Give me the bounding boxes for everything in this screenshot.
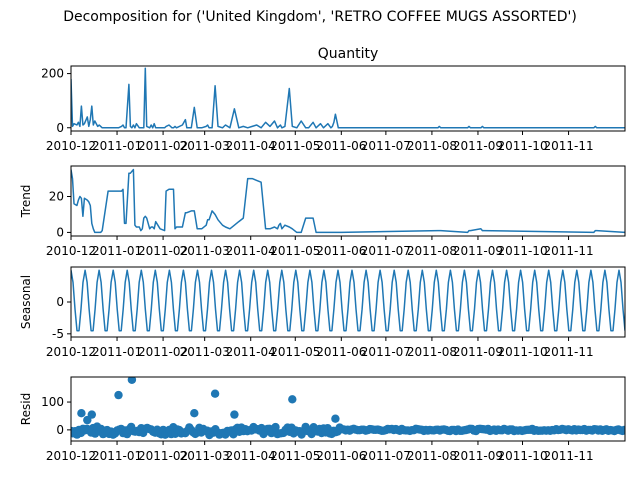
x-tick-label: 2011-04 bbox=[226, 345, 276, 359]
x-tick-label: 2011-09 bbox=[453, 244, 503, 258]
x-tick-label: 2011-10 bbox=[497, 244, 547, 258]
x-tick-label: 2011-10 bbox=[497, 345, 547, 359]
x-tick-label: 2011-07 bbox=[361, 139, 411, 153]
x-tick-label: 2011-01 bbox=[92, 449, 142, 463]
resid-point bbox=[271, 422, 280, 432]
x-tick-label: 2011-08 bbox=[407, 244, 457, 258]
x-tick-label: 2011-06 bbox=[316, 345, 366, 359]
axes-frame bbox=[70, 165, 626, 237]
x-tick-label: 2011-06 bbox=[316, 244, 366, 258]
x-tick-label: 2011-05 bbox=[270, 449, 320, 463]
x-tick-label: 2011-04 bbox=[226, 139, 276, 153]
x-tick-label: 2011-05 bbox=[270, 244, 320, 258]
y-tick-label: 0 bbox=[56, 423, 64, 437]
x-tick-label: 2011-01 bbox=[92, 244, 142, 258]
x-tick-label: 2011-08 bbox=[407, 139, 457, 153]
panel-title: Quantity bbox=[318, 46, 379, 62]
x-tick-label: 2010-12 bbox=[46, 345, 96, 359]
y-axis-label: Resid bbox=[19, 393, 33, 425]
y-tick-label: 0 bbox=[56, 121, 64, 135]
plot-area bbox=[71, 269, 625, 332]
resid-outlier-point bbox=[114, 390, 123, 400]
x-tick-label: 2011-09 bbox=[453, 139, 503, 153]
resid-outlier-point bbox=[127, 377, 137, 384]
resid-outlier-point bbox=[77, 409, 86, 418]
axes-frame bbox=[70, 376, 626, 442]
axes-frame bbox=[70, 65, 626, 132]
trend-panel: Trend0202010-122011-012011-022011-032011… bbox=[19, 165, 626, 258]
x-tick-label: 2011-06 bbox=[316, 139, 366, 153]
resid-outlier-point bbox=[87, 410, 97, 419]
x-tick-label: 2011-05 bbox=[270, 345, 320, 359]
y-axis-label: Trend bbox=[19, 185, 33, 219]
x-tick-label: 2011-10 bbox=[497, 139, 547, 153]
plot-area bbox=[71, 67, 625, 129]
resid-outlier-point bbox=[288, 395, 297, 404]
x-tick-label: 2011-03 bbox=[180, 449, 230, 463]
quantity-panel: Quantity 0 200 2010-122011-012011-022011-03… bbox=[41, 46, 626, 153]
x-tick-label: 2011-11 bbox=[543, 139, 593, 153]
x-tick-label: 2011-07 bbox=[361, 449, 411, 463]
x-tick-label: 2010-12 bbox=[46, 244, 96, 258]
x-tick-label: 2011-01 bbox=[92, 345, 142, 359]
resid-outlier-point bbox=[190, 409, 199, 418]
x-tick-label: 2011-02 bbox=[138, 449, 188, 463]
x-tick-label: 2011-03 bbox=[180, 244, 230, 258]
seasonal-panel: Seasonal-502010-122011-012011-022011-032… bbox=[19, 266, 626, 359]
series-line bbox=[71, 168, 625, 234]
x-tick-label: 2011-09 bbox=[453, 345, 503, 359]
x-tick-label: 2011-09 bbox=[453, 449, 503, 463]
resid-panel: Resid01002010-122011-012011-022011-03201… bbox=[19, 376, 626, 463]
y-tick-label: 20 bbox=[49, 190, 64, 204]
x-tick-label: 2011-11 bbox=[543, 449, 593, 463]
resid-point bbox=[620, 425, 625, 435]
x-tick-label: 2011-08 bbox=[407, 345, 457, 359]
x-tick-label: 2011-06 bbox=[316, 449, 366, 463]
x-tick-label: 2011-04 bbox=[226, 244, 276, 258]
x-tick-label: 2011-02 bbox=[138, 244, 188, 258]
x-tick-label: 2011-07 bbox=[361, 345, 411, 359]
series-line bbox=[71, 67, 625, 129]
plot-area bbox=[71, 168, 625, 234]
x-tick-label: 2011-11 bbox=[543, 244, 593, 258]
x-tick-label: 2011-03 bbox=[180, 345, 230, 359]
x-tick-label: 2011-07 bbox=[361, 244, 411, 258]
x-tick-label: 2010-12 bbox=[46, 449, 96, 463]
y-tick-label: 100 bbox=[41, 395, 64, 409]
y-tick-label: 0 bbox=[56, 225, 64, 239]
x-tick-label: 2011-08 bbox=[407, 449, 457, 463]
x-tick-label: 2010-12 bbox=[46, 139, 96, 153]
x-tick-label: 2011-03 bbox=[180, 139, 230, 153]
resid-outlier-point bbox=[230, 410, 239, 419]
y-tick-label: 200 bbox=[41, 67, 64, 81]
resid-outlier-point bbox=[210, 389, 220, 398]
x-tick-label: 2011-02 bbox=[138, 139, 188, 153]
x-tick-label: 2011-01 bbox=[92, 139, 142, 153]
resid-outlier-point bbox=[331, 414, 340, 423]
y-tick-label: 0 bbox=[56, 295, 64, 309]
x-tick-label: 2011-05 bbox=[270, 139, 320, 153]
x-tick-label: 2011-04 bbox=[226, 449, 276, 463]
y-axis-label: Seasonal bbox=[19, 275, 33, 329]
plot-area bbox=[71, 377, 625, 440]
x-tick-label: 2011-11 bbox=[543, 345, 593, 359]
figure-title: Decomposition for ('United Kingdom', 'RE… bbox=[63, 9, 577, 25]
x-tick-label: 2011-02 bbox=[138, 345, 188, 359]
x-tick-label: 2011-10 bbox=[497, 449, 547, 463]
y-tick-label: -5 bbox=[52, 327, 64, 341]
seasonal-line bbox=[71, 269, 625, 332]
